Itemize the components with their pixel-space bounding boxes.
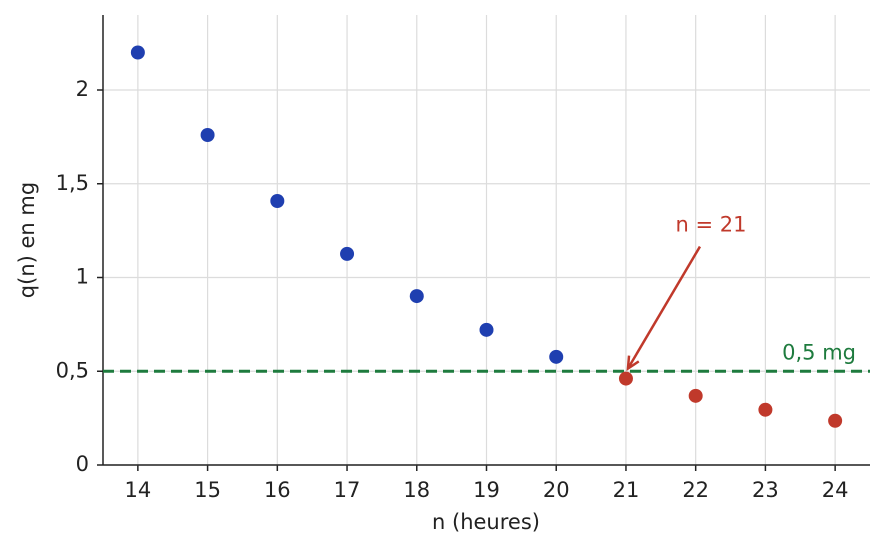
x-tick-label: 24 bbox=[822, 478, 849, 502]
point bbox=[828, 413, 843, 428]
point bbox=[200, 128, 215, 142]
annotation-label: n = 21 bbox=[675, 213, 746, 237]
point bbox=[409, 289, 424, 304]
x-tick-label: 20 bbox=[543, 478, 570, 502]
point bbox=[688, 388, 703, 403]
point bbox=[130, 45, 145, 60]
point bbox=[479, 322, 494, 337]
point bbox=[618, 371, 633, 386]
y-axis-label: q(n) en mg bbox=[15, 182, 39, 298]
threshold-label: 0,5 mg bbox=[782, 340, 856, 364]
x-tick-label: 18 bbox=[403, 478, 430, 502]
y-tick-label: 0 bbox=[76, 452, 89, 476]
point bbox=[340, 246, 355, 261]
point bbox=[270, 194, 285, 208]
x-tick-label: 23 bbox=[752, 478, 779, 502]
annotation-arrow bbox=[626, 245, 702, 370]
point bbox=[758, 402, 773, 417]
y-tick-label: 0,5 bbox=[56, 358, 89, 382]
x-tick-label: 19 bbox=[473, 478, 500, 502]
x-tick-label: 17 bbox=[334, 478, 361, 502]
y-tick-label: 1,5 bbox=[56, 171, 89, 195]
x-tick-label: 14 bbox=[124, 478, 151, 502]
x-tick-label: 22 bbox=[682, 478, 709, 502]
point bbox=[549, 349, 564, 364]
annotation-arrowhead bbox=[626, 355, 640, 372]
x-tick-label: 15 bbox=[194, 478, 221, 502]
x-tick-label: 16 bbox=[264, 478, 291, 502]
x-axis-label: n (heures) bbox=[432, 510, 540, 534]
x-tick-label: 21 bbox=[613, 478, 640, 502]
y-tick-label: 1 bbox=[76, 265, 89, 289]
y-tick-label: 2 bbox=[76, 77, 89, 101]
